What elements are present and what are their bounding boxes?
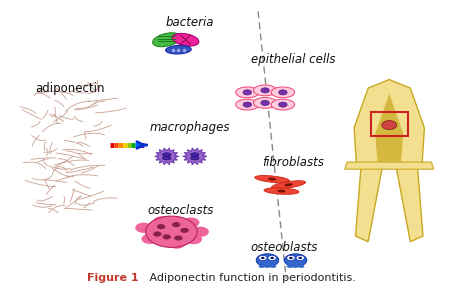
Circle shape	[141, 234, 158, 244]
Circle shape	[261, 88, 269, 93]
Circle shape	[243, 102, 252, 107]
Circle shape	[261, 257, 264, 259]
Circle shape	[258, 255, 267, 260]
Ellipse shape	[254, 97, 277, 108]
Text: adiponectin: adiponectin	[36, 81, 105, 95]
Ellipse shape	[284, 254, 307, 267]
Circle shape	[270, 257, 274, 259]
Ellipse shape	[264, 265, 271, 268]
Ellipse shape	[271, 87, 295, 98]
Text: macrophages: macrophages	[150, 122, 230, 135]
Circle shape	[289, 257, 293, 259]
Ellipse shape	[236, 99, 259, 110]
Circle shape	[279, 102, 287, 107]
Circle shape	[168, 238, 185, 249]
Circle shape	[185, 234, 202, 244]
Text: epithelial cells: epithelial cells	[251, 53, 336, 66]
Ellipse shape	[272, 181, 306, 189]
Ellipse shape	[172, 33, 199, 46]
Ellipse shape	[163, 156, 171, 160]
Text: osteoblasts: osteoblasts	[250, 241, 318, 254]
Polygon shape	[356, 165, 382, 242]
Circle shape	[261, 100, 269, 106]
Ellipse shape	[270, 265, 276, 268]
Ellipse shape	[264, 188, 299, 194]
Polygon shape	[183, 148, 207, 165]
Polygon shape	[345, 162, 434, 169]
Text: bacteria: bacteria	[166, 16, 214, 29]
Ellipse shape	[287, 265, 293, 268]
Ellipse shape	[277, 190, 286, 193]
Circle shape	[174, 235, 182, 241]
Circle shape	[153, 231, 162, 237]
Circle shape	[268, 255, 276, 260]
Ellipse shape	[255, 175, 290, 183]
Polygon shape	[396, 165, 423, 242]
Ellipse shape	[284, 183, 292, 186]
Ellipse shape	[298, 265, 304, 268]
Polygon shape	[375, 94, 403, 162]
Text: osteoclasts: osteoclasts	[147, 204, 214, 217]
Circle shape	[243, 90, 252, 95]
Ellipse shape	[191, 153, 199, 157]
Ellipse shape	[256, 254, 279, 267]
Circle shape	[146, 216, 197, 247]
Text: fibroblasts: fibroblasts	[262, 155, 324, 168]
Polygon shape	[354, 79, 424, 165]
Text: Figure 1: Figure 1	[87, 273, 139, 283]
Circle shape	[180, 228, 189, 233]
Circle shape	[287, 255, 295, 260]
Ellipse shape	[271, 99, 295, 110]
Text: Adiponectin function in periodontitis.: Adiponectin function in periodontitis.	[146, 273, 356, 283]
Circle shape	[298, 257, 302, 259]
Ellipse shape	[254, 85, 277, 96]
Circle shape	[192, 227, 209, 237]
Circle shape	[296, 255, 304, 260]
Circle shape	[163, 234, 171, 240]
Circle shape	[279, 90, 287, 95]
Ellipse shape	[165, 46, 191, 54]
Ellipse shape	[236, 87, 259, 98]
Ellipse shape	[292, 265, 299, 268]
Ellipse shape	[163, 153, 171, 157]
Ellipse shape	[268, 178, 276, 181]
Ellipse shape	[258, 265, 265, 268]
Ellipse shape	[153, 33, 181, 47]
Circle shape	[382, 121, 397, 130]
Circle shape	[182, 218, 200, 228]
Circle shape	[154, 216, 170, 226]
Circle shape	[172, 222, 180, 227]
Ellipse shape	[191, 156, 199, 160]
Polygon shape	[155, 148, 179, 165]
Circle shape	[157, 224, 165, 229]
Circle shape	[135, 223, 152, 233]
